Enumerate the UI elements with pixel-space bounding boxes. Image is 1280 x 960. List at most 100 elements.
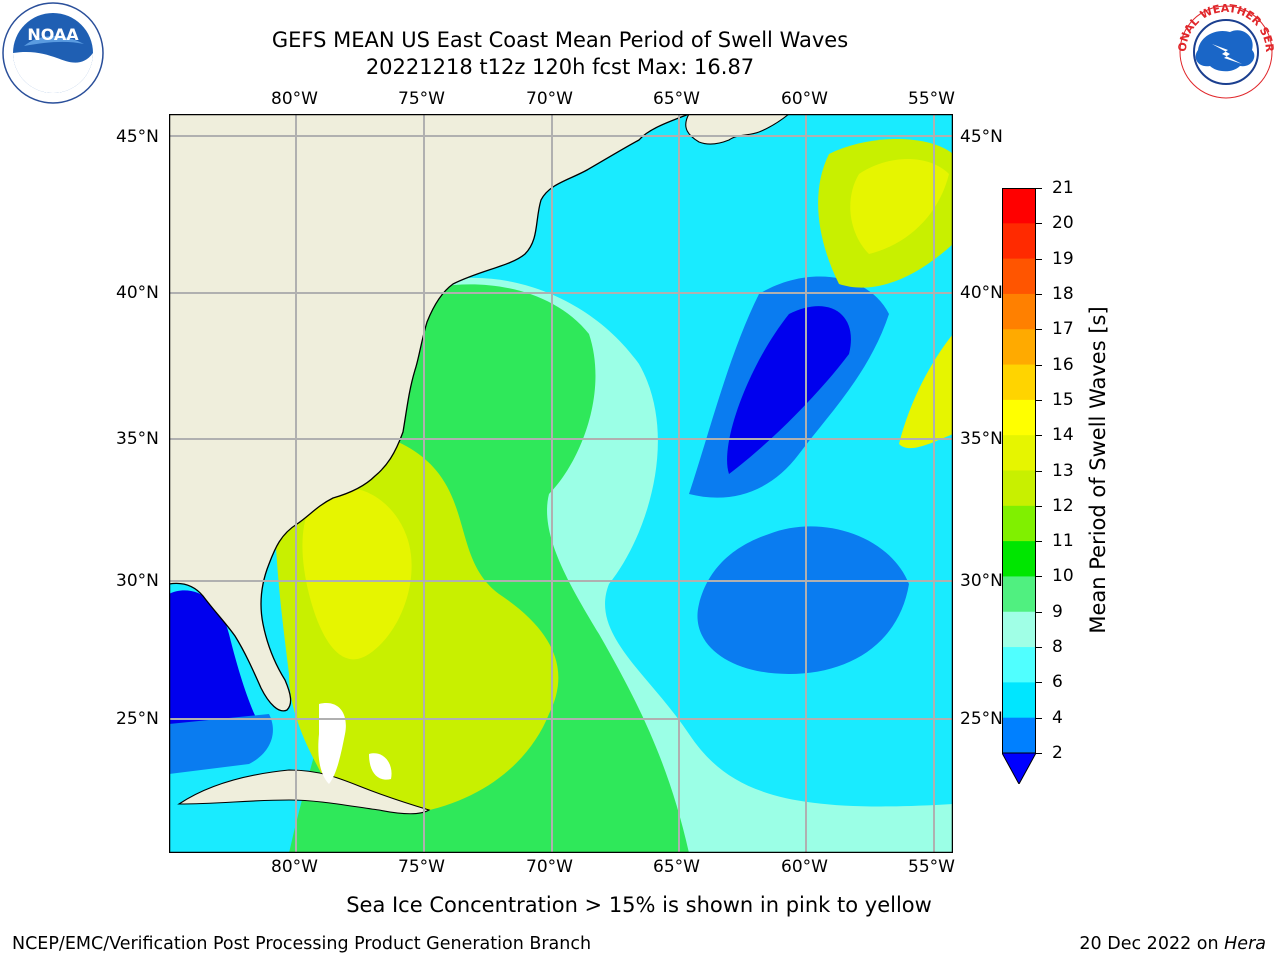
lon-label-bottom-55w: 55°W xyxy=(908,857,955,877)
lon-label-bottom-60w: 60°W xyxy=(781,857,828,877)
colorbar-tick-mark xyxy=(1036,399,1042,401)
colorbar-segment xyxy=(1002,258,1036,295)
lon-label-bottom-65w: 65°W xyxy=(653,857,700,877)
lat-label-left-25n: 25°N xyxy=(116,709,159,729)
colorbar-tick-mark xyxy=(1036,753,1042,754)
colorbar-tick-label: 10 xyxy=(1052,566,1074,587)
lat-label-left-45n: 45°N xyxy=(116,127,159,147)
lat-label-left-35n: 35°N xyxy=(116,429,159,449)
east-swell-tongue xyxy=(899,334,953,449)
colorbar-tick-mark xyxy=(1036,505,1042,507)
swell-period-map xyxy=(168,113,954,854)
colorbar-tick-mark xyxy=(1036,223,1042,225)
colorbar-tick-mark xyxy=(1036,717,1042,719)
colorbar xyxy=(1001,188,1037,786)
colorbar-tick-label: 19 xyxy=(1052,248,1074,269)
lon-label-bottom-80w: 80°W xyxy=(271,857,318,877)
colorbar-tick-label: 9 xyxy=(1052,601,1063,622)
colorbar-tick-label: 17 xyxy=(1052,319,1074,340)
northeast-swell-core xyxy=(850,159,949,254)
very-low-period-core xyxy=(727,306,851,474)
colorbar-segment xyxy=(1002,717,1036,754)
map-panel xyxy=(168,113,954,854)
colorbar-label: Mean Period of Swell Waves [s] xyxy=(1086,306,1110,634)
lat-label-right-45n: 45°N xyxy=(960,127,1003,147)
noaa-logo: NOAA xyxy=(2,2,104,104)
colorbar-segment xyxy=(1002,541,1036,577)
colorbar-segment xyxy=(1002,399,1036,436)
colorbar-tick-mark xyxy=(1036,188,1042,189)
southeast-blue xyxy=(697,526,909,674)
colorbar-tick-label: 16 xyxy=(1052,354,1074,375)
lon-label-top-55w: 55°W xyxy=(908,89,955,109)
colorbar-tick-label: 11 xyxy=(1052,531,1074,552)
colorbar-tick-mark xyxy=(1036,682,1042,684)
colorbar-segment xyxy=(1002,223,1036,260)
map-title: GEFS MEAN US East Coast Mean Period of S… xyxy=(271,28,849,52)
colorbar-segment xyxy=(1002,364,1036,401)
colorbar-tick-mark xyxy=(1036,258,1042,260)
colorbar-segment xyxy=(1002,470,1036,507)
colorbar-tick-mark xyxy=(1036,435,1042,437)
bahamas-shallows xyxy=(318,703,346,784)
colorbar-tick-label: 4 xyxy=(1052,707,1063,728)
sea-ice-note: Sea Ice Concentration > 15% is shown in … xyxy=(346,893,932,917)
colorbar-tick-label: 15 xyxy=(1052,389,1074,410)
map-subtitle: 20221218 t12z 120h fcst Max: 16.87 xyxy=(365,55,755,79)
colorbar-extension xyxy=(1001,752,1037,786)
lon-label-bottom-75w: 75°W xyxy=(398,857,445,877)
lat-label-right-35n: 35°N xyxy=(960,429,1003,449)
footer-branch: NCEP/EMC/Verification Post Processing Pr… xyxy=(12,934,592,954)
colorbar-segment xyxy=(1002,576,1036,613)
lat-label-right-40n: 40°N xyxy=(960,283,1003,303)
footer-date: 20 Dec 2022 on Hera xyxy=(1079,933,1266,955)
colorbar-tick-label: 14 xyxy=(1052,425,1074,446)
colorbar-segment xyxy=(1002,188,1036,224)
colorbar-tick-mark xyxy=(1036,329,1042,331)
colorbar-tick-mark xyxy=(1036,611,1042,613)
colorbar-tick-label: 13 xyxy=(1052,460,1074,481)
lat-label-left-30n: 30°N xyxy=(116,571,159,591)
lon-label-top-70w: 70°W xyxy=(526,89,573,109)
florida-keys-white xyxy=(369,753,392,780)
map-gridlines xyxy=(169,114,953,853)
lon-label-top-60w: 60°W xyxy=(781,89,828,109)
lon-label-top-75w: 75°W xyxy=(398,89,445,109)
lat-label-left-40n: 40°N xyxy=(116,283,159,303)
colorbar-segment xyxy=(1002,293,1036,330)
nws-logo: NATIONAL WEATHER SERVICE xyxy=(1171,0,1276,102)
colorbar-tick-label: 20 xyxy=(1052,213,1074,234)
us-land xyxy=(168,113,690,712)
colorbar-tick-label: 18 xyxy=(1052,283,1074,304)
colorbar-tick-mark xyxy=(1036,470,1042,472)
colorbar-tick-label: 2 xyxy=(1052,743,1063,763)
colorbar-segment xyxy=(1002,435,1036,471)
colorbar-tick-mark xyxy=(1036,647,1042,649)
lon-label-top-65w: 65°W xyxy=(653,89,700,109)
colorbar-segment xyxy=(1002,611,1036,648)
colorbar-tick-label: 8 xyxy=(1052,637,1063,658)
colorbar-segment xyxy=(1002,505,1036,542)
colorbar-tick-label: 21 xyxy=(1052,178,1074,198)
yellow-core xyxy=(302,487,412,660)
colorbar-outline xyxy=(1002,188,1036,754)
gulf-blue xyxy=(169,590,259,734)
colorbar-tick-mark xyxy=(1036,364,1042,366)
footer-date-text: 20 Dec 2022 on xyxy=(1079,934,1225,954)
colorbar-segment xyxy=(1002,682,1036,719)
colorbar-tick-label: 12 xyxy=(1052,495,1074,516)
lon-label-bottom-70w: 70°W xyxy=(526,857,573,877)
lat-label-right-30n: 30°N xyxy=(960,571,1003,591)
lon-label-top-80w: 80°W xyxy=(271,89,318,109)
colorbar-tick-mark xyxy=(1036,576,1042,578)
colorbar-tick-mark xyxy=(1036,541,1042,543)
svg-text:NOAA: NOAA xyxy=(27,25,79,44)
gulf-blue-edge xyxy=(169,714,273,774)
colorbar-tick-label: 6 xyxy=(1052,672,1063,693)
cuba-land xyxy=(177,769,431,815)
lat-label-right-25n: 25°N xyxy=(960,709,1003,729)
colorbar-tick-mark xyxy=(1036,293,1042,295)
colorbar-segment xyxy=(1002,647,1036,683)
colorbar-segment xyxy=(1002,329,1036,366)
footer-host: Hera xyxy=(1224,934,1266,954)
